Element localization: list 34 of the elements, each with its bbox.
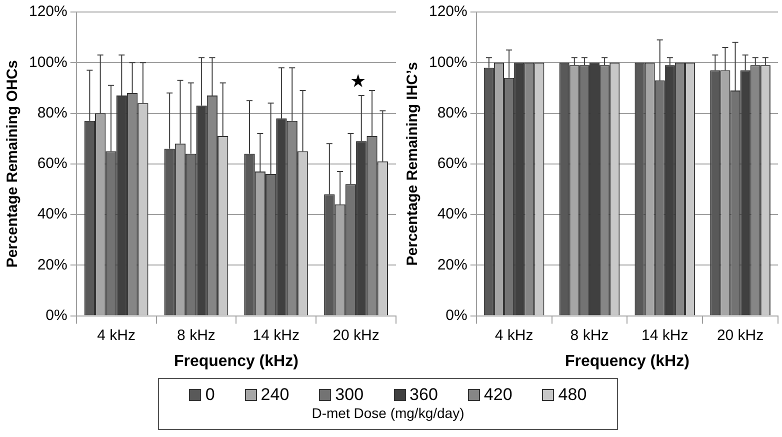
- x-tick-label: 20 kHz: [716, 326, 764, 344]
- y-tick-label: 120%: [28, 3, 68, 20]
- x-tick-label: 20 kHz: [332, 326, 380, 344]
- y-tick-label: 60%: [37, 155, 68, 172]
- y-tick-label: 80%: [37, 104, 68, 122]
- y-axis-title: Percentage Remaining OHCs: [4, 60, 22, 268]
- x-tick-label: 4 kHz: [494, 326, 534, 344]
- x-tick-label: 14 kHz: [642, 326, 688, 344]
- y-tick-label: 60%: [437, 155, 468, 172]
- y-tick-label: 0%: [446, 306, 468, 324]
- y-tick-label: 20%: [37, 256, 68, 274]
- x-axis-title: Frequency (kHz): [174, 352, 298, 370]
- y-tick-label: 40%: [437, 206, 468, 223]
- x-tick-label: 14 kHz: [252, 326, 300, 344]
- y-tick-label: 100%: [28, 54, 68, 71]
- annotation: ★: [350, 70, 366, 91]
- x-axis-title: Frequency (kHz): [564, 352, 690, 370]
- legend-title: D-met Dose (mg/kg/day): [310, 405, 466, 421]
- y-tick-label: 120%: [428, 3, 468, 20]
- y-axis-title: Percentage Remaining IHC’s: [404, 62, 422, 266]
- legend-label: 480: [558, 385, 587, 405]
- legend-label: 360: [410, 385, 438, 405]
- legend-label: 300: [335, 385, 364, 405]
- x-tick-label: 8 kHz: [570, 326, 609, 344]
- y-tick-label: 100%: [428, 54, 468, 71]
- legend-label: 0: [205, 385, 215, 405]
- legend-label: 420: [484, 385, 512, 405]
- x-tick-label: 4 kHz: [97, 326, 136, 344]
- y-tick-label: 20%: [437, 256, 468, 274]
- y-tick-label: 40%: [37, 206, 68, 223]
- y-tick-label: 0%: [46, 306, 68, 324]
- legend-label: 240: [260, 385, 290, 405]
- y-tick-label: 80%: [437, 104, 468, 122]
- x-tick-label: 8 kHz: [177, 326, 216, 344]
